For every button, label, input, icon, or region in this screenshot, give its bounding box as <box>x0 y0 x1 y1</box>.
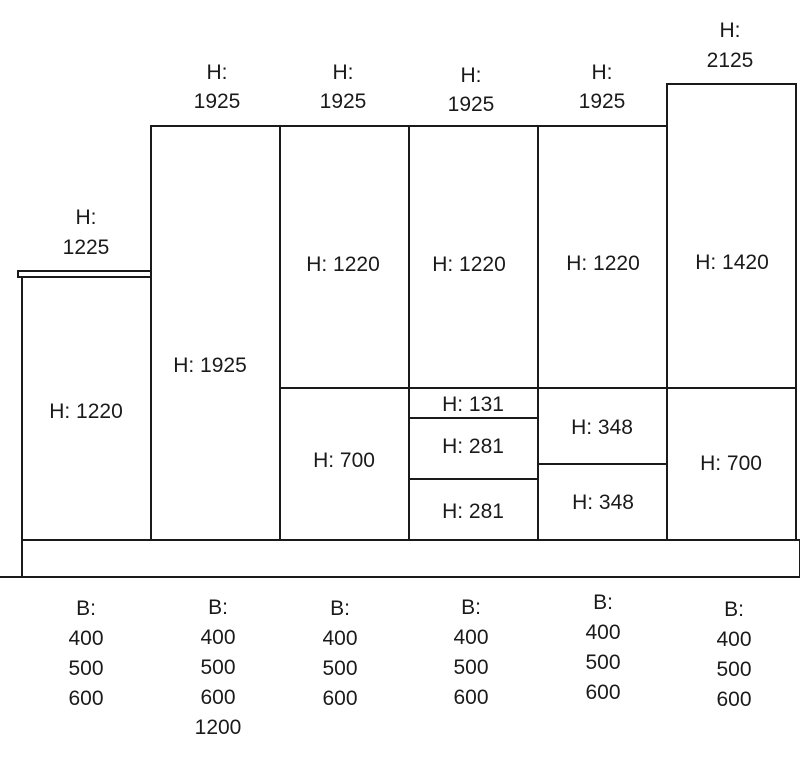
height-label-value: 1225 <box>63 236 110 259</box>
width-value: 400 <box>200 626 235 649</box>
width-value: 1200 <box>195 716 242 739</box>
panel-label: H: 281 <box>442 500 504 523</box>
width-label-prefix: B: <box>724 598 744 621</box>
cabinet-column-1: H: 1225 H: 1220 B: 400 500 600 <box>17 206 153 710</box>
height-label-value: 1925 <box>194 90 241 113</box>
width-value: 500 <box>322 657 357 680</box>
cabinet-panel <box>408 125 539 389</box>
width-value: 600 <box>585 681 620 704</box>
cabinet-panel <box>666 387 797 541</box>
width-value: 600 <box>453 686 488 709</box>
cabinet-column-2: H: 1925 H: 1925 B: 400 500 600 1200 <box>150 61 281 739</box>
height-label-value: 1925 <box>448 93 495 116</box>
panel-label: H: 281 <box>442 435 504 458</box>
width-value: 400 <box>322 627 357 650</box>
width-value: 500 <box>68 657 103 680</box>
height-label-prefix: H: <box>333 61 354 84</box>
panel-label: H: 348 <box>571 416 633 439</box>
height-label-value: 2125 <box>707 49 754 72</box>
height-label-prefix: H: <box>720 19 741 42</box>
panel-label: H: 1220 <box>566 252 640 275</box>
plinth <box>21 539 800 578</box>
panel-label: H: 1420 <box>695 251 769 274</box>
panel-label: H: 1220 <box>432 253 506 276</box>
cabinet-panel <box>408 478 539 541</box>
width-label-prefix: B: <box>208 596 228 619</box>
width-value: 600 <box>200 686 235 709</box>
width-value: 500 <box>200 656 235 679</box>
width-value: 500 <box>716 658 751 681</box>
cabinet-column-5: H: 1925 H: 1220 H: 348 H: 348 B: 400 500… <box>537 61 668 704</box>
panel-label: H: 1925 <box>173 354 247 377</box>
cabinet-column-3: H: 1925 H: 1220 H: 700 B: 400 500 600 <box>279 61 410 710</box>
width-value: 400 <box>68 627 103 650</box>
width-value: 600 <box>716 688 751 711</box>
height-label-prefix: H: <box>461 64 482 87</box>
cabinet-panel <box>408 417 539 480</box>
width-value: 400 <box>585 621 620 644</box>
panel-label: H: 131 <box>442 393 504 416</box>
cabinet-panel <box>279 387 410 541</box>
height-label-value: 1925 <box>579 90 626 113</box>
width-value: 400 <box>716 628 751 651</box>
panel-label: H: 1220 <box>306 253 380 276</box>
width-value: 500 <box>585 651 620 674</box>
height-label-prefix: H: <box>207 61 228 84</box>
cabinet-panel <box>21 276 152 541</box>
width-value: 500 <box>453 656 488 679</box>
panel-label: H: 348 <box>572 491 634 514</box>
panel-label: H: 1220 <box>49 400 123 423</box>
height-label-prefix: H: <box>76 206 97 229</box>
height-label-prefix: H: <box>592 61 613 84</box>
width-label-prefix: B: <box>76 597 96 620</box>
width-value: 400 <box>453 626 488 649</box>
height-label-value: 1925 <box>320 90 367 113</box>
width-value: 600 <box>68 687 103 710</box>
panel-label: H: 700 <box>313 449 375 472</box>
cabinet-column-4: H: 1925 H: 1220 H: 131 H: 281 H: 281 B: … <box>408 64 539 709</box>
cabinet-panel <box>150 125 281 541</box>
cabinet-panel <box>537 463 668 541</box>
width-label-prefix: B: <box>593 591 613 614</box>
width-label-prefix: B: <box>461 596 481 619</box>
width-value: 600 <box>322 687 357 710</box>
cabinet-column-6: H: 2125 H: 1420 H: 700 B: 400 500 600 <box>666 19 797 711</box>
panel-label: H: 700 <box>700 452 762 475</box>
width-label-prefix: B: <box>330 597 350 620</box>
cabinet-panel <box>666 83 797 389</box>
